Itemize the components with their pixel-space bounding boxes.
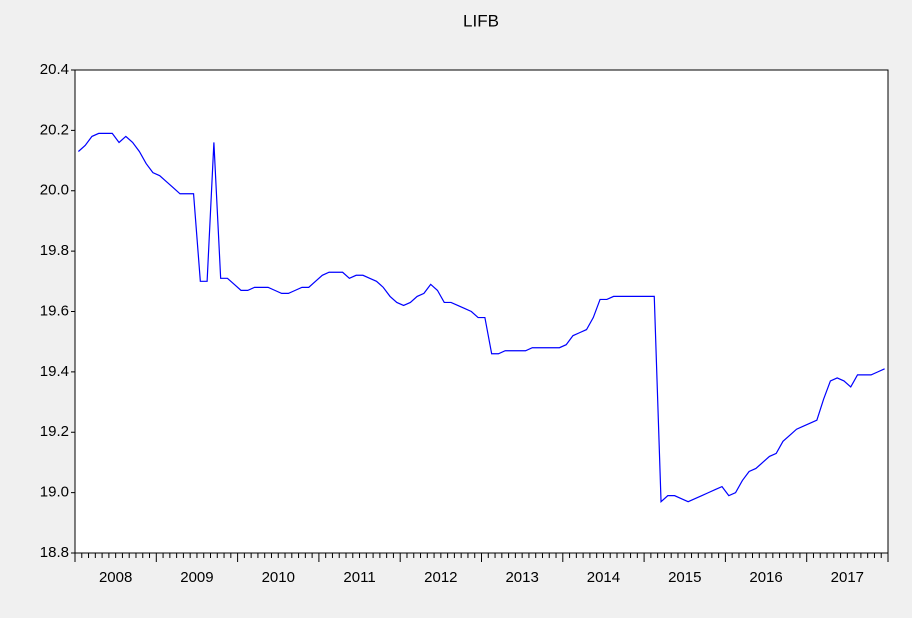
data-line bbox=[77, 132, 885, 503]
y-tick-label: 20.0 bbox=[40, 182, 69, 199]
x-tick-label: 2010 bbox=[262, 569, 295, 586]
y-tick-label: 19.0 bbox=[40, 484, 69, 501]
x-tick-label: 2009 bbox=[180, 569, 213, 586]
x-tick-label: 2008 bbox=[99, 569, 132, 586]
x-tick-label: 2016 bbox=[749, 569, 782, 586]
x-tick-label: 2017 bbox=[831, 569, 864, 586]
y-tick-label: 20.2 bbox=[40, 121, 69, 138]
y-tick-label: 19.2 bbox=[40, 423, 69, 440]
chart-title: LIFB bbox=[463, 11, 499, 30]
y-tick-label: 19.4 bbox=[40, 363, 69, 380]
plot-area bbox=[74, 69, 889, 554]
x-tick-label: 2015 bbox=[668, 569, 701, 586]
y-tick-label: 19.8 bbox=[40, 242, 69, 259]
x-tick-label: 2013 bbox=[505, 569, 538, 586]
x-tick-label: 2014 bbox=[587, 569, 620, 586]
y-tick-label: 20.4 bbox=[40, 61, 69, 78]
x-tick-label: 2012 bbox=[424, 569, 457, 586]
y-tick-label: 19.6 bbox=[40, 302, 69, 319]
y-tick-label: 18.8 bbox=[40, 544, 69, 561]
x-tick-label: 2011 bbox=[343, 569, 375, 586]
